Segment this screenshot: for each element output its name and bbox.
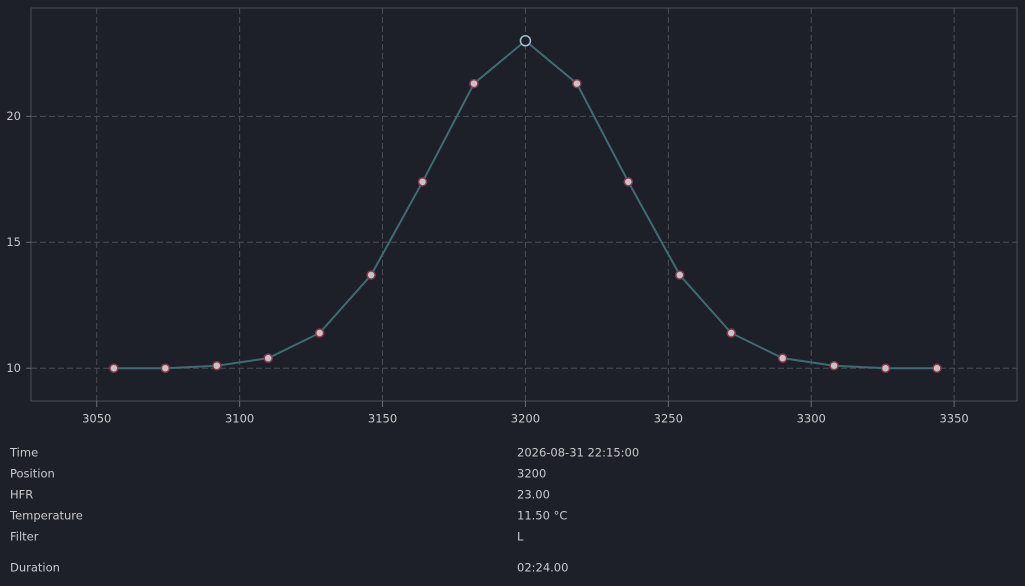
- best-point: [519, 35, 532, 47]
- data-point: [109, 363, 119, 373]
- plot-area: [30, 7, 1018, 402]
- x-tick-label: 3200: [511, 412, 540, 426]
- detail-label: Time: [9, 446, 38, 460]
- data-point: [880, 363, 891, 373]
- detail-label: Position: [10, 467, 55, 481]
- data-point: [366, 270, 376, 280]
- x-tick-label: 3100: [225, 412, 254, 426]
- data-point: [263, 353, 273, 363]
- data-point: [572, 78, 582, 89]
- data-point: [675, 270, 685, 280]
- data-point: [314, 328, 325, 338]
- data-point: [417, 177, 428, 187]
- data-point: [469, 78, 479, 89]
- detail-label: Duration: [10, 561, 60, 575]
- data-point: [726, 328, 736, 338]
- detail-label: Filter: [10, 530, 39, 544]
- data-point: [777, 353, 788, 363]
- y-tick-label: 15: [6, 235, 21, 249]
- data-point: [829, 360, 839, 371]
- data-point: [212, 360, 222, 371]
- detail-value: 23.00: [517, 488, 550, 502]
- data-point: [160, 363, 171, 373]
- x-tick-label: 3300: [797, 412, 826, 426]
- y-tick-label: 20: [6, 109, 21, 123]
- y-tick-label: 10: [6, 361, 21, 375]
- x-tick-label: 3350: [939, 412, 968, 426]
- data-point: [932, 363, 942, 373]
- detail-value: 3200: [517, 467, 546, 481]
- x-tick-label: 3050: [82, 412, 111, 426]
- detail-label: HFR: [10, 488, 33, 502]
- detail-label: Temperature: [9, 509, 83, 523]
- detail-value: 02:24.00: [517, 561, 568, 575]
- x-tick-label: 3150: [368, 412, 397, 426]
- x-tick-label: 3250: [654, 412, 683, 426]
- detail-value: 2026-08-31 22:15:00: [517, 446, 639, 460]
- detail-value: L: [517, 530, 524, 544]
- detail-value: 11.50 °C: [517, 509, 567, 523]
- data-point: [623, 177, 634, 187]
